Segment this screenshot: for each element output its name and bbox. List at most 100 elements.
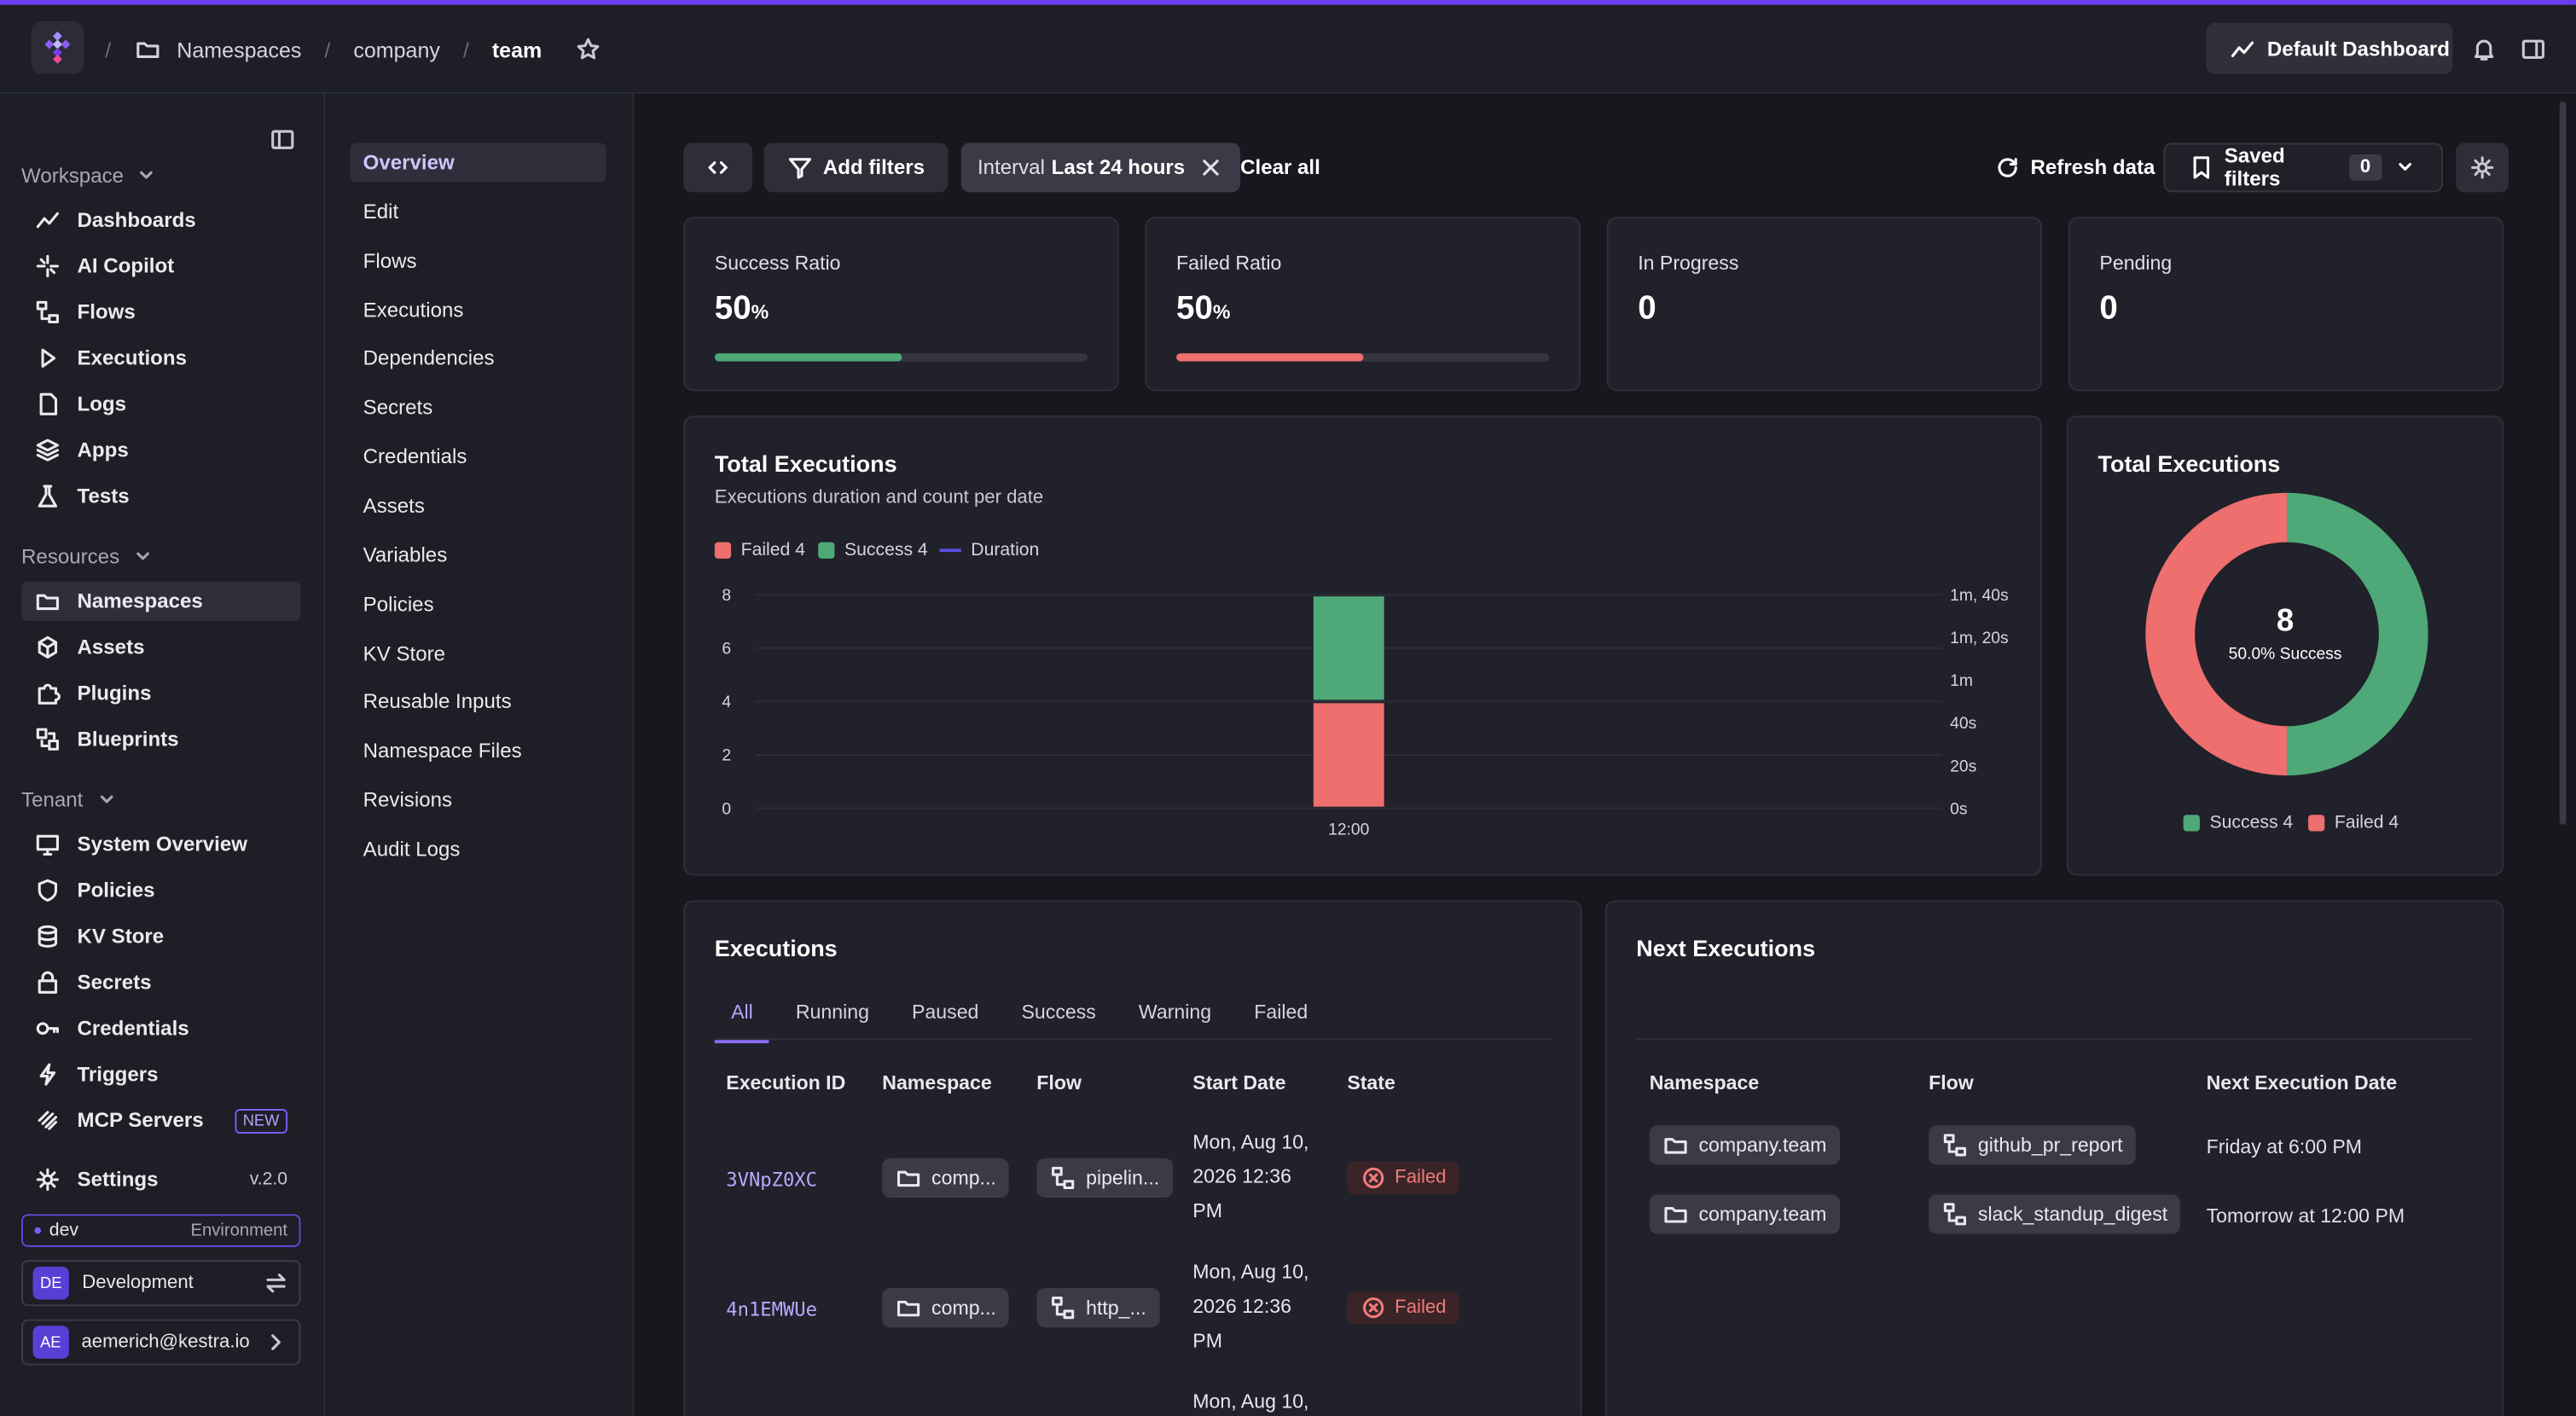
tab-all[interactable]: All: [714, 988, 770, 1044]
environment-dot: [34, 1227, 42, 1234]
col-flow[interactable]: Flow: [1036, 1071, 1082, 1094]
workspace-section-toggle[interactable]: Workspace: [21, 163, 160, 189]
subnav-revisions[interactable]: Revisions: [363, 788, 453, 812]
col-namespace[interactable]: Namespace: [1649, 1071, 1760, 1094]
col-namespace[interactable]: Namespace: [882, 1071, 992, 1094]
sidebar-item-executions[interactable]: Executions: [21, 339, 300, 378]
sidebar-item-mcp-servers[interactable]: MCP Servers NEW: [21, 1100, 300, 1140]
main-scrollbar[interactable]: [2559, 102, 2567, 825]
interval-filter-chip[interactable]: Interval Last 24 hours: [960, 142, 1241, 193]
resources-section-toggle[interactable]: Resources: [21, 544, 155, 571]
status-badge: Failed: [1347, 1291, 1459, 1325]
date-line: Mon, Aug 10,: [1192, 1260, 1309, 1284]
sidebar-item-settings[interactable]: Settings v.2.0: [21, 1160, 300, 1199]
tenant-switcher[interactable]: DE Development: [21, 1260, 301, 1307]
sidebar-item-namespaces[interactable]: Namespaces: [21, 581, 301, 622]
subnav-dependencies[interactable]: Dependencies: [363, 346, 495, 370]
bell-icon[interactable]: [2471, 36, 2498, 62]
execution-id-link[interactable]: 4n1EMWUe: [726, 1297, 817, 1321]
default-dashboard-button[interactable]: Default Dashboard: [2206, 22, 2453, 74]
close-icon[interactable]: [1198, 154, 1225, 181]
kestra-logo[interactable]: [31, 21, 84, 74]
sidebar-item-credentials[interactable]: Credentials: [21, 1009, 300, 1048]
col-flow[interactable]: Flow: [1929, 1071, 1974, 1094]
flask-icon: [34, 483, 61, 509]
subnav-executions[interactable]: Executions: [363, 299, 464, 322]
date-line: Mon, Aug 10,: [1192, 1130, 1309, 1154]
namespace-pill[interactable]: company.team: [1649, 1194, 1840, 1234]
tab-running[interactable]: Running: [795, 1000, 869, 1024]
sidebar-item-secrets[interactable]: Secrets: [21, 963, 300, 1002]
refresh-data-button[interactable]: Refresh data: [1994, 154, 2155, 181]
subnav-policies[interactable]: Policies: [363, 593, 434, 617]
breadcrumb-namespaces[interactable]: Namespaces: [177, 37, 302, 62]
sidebar-item-flows[interactable]: Flows: [21, 293, 300, 332]
user-menu[interactable]: AE aemerich@kestra.io: [21, 1319, 301, 1366]
sidebar-item-blueprints[interactable]: Blueprints: [21, 720, 300, 759]
donut-legend-failed[interactable]: Failed 4: [2308, 813, 2399, 833]
tenant-name: Development: [82, 1273, 194, 1293]
default-dashboard-label: Default Dashboard: [2266, 37, 2450, 61]
code-toggle-button[interactable]: [683, 142, 753, 193]
sidebar-item-system-overview[interactable]: System Overview: [21, 825, 300, 864]
gear-icon: [2469, 154, 2496, 181]
code-icon: [705, 154, 731, 181]
donut-legend-success[interactable]: Success 4: [2183, 813, 2293, 833]
subnav-flows[interactable]: Flows: [363, 249, 417, 273]
breadcrumb-company[interactable]: company: [353, 37, 440, 62]
subnav-edit[interactable]: Edit: [363, 200, 399, 223]
legend-failed[interactable]: Failed 4: [714, 541, 805, 560]
workspace-label: Workspace: [21, 164, 125, 188]
subnav-kv-store[interactable]: KV Store: [363, 642, 446, 666]
execution-id-link[interactable]: 3VNpZ0XC: [726, 1168, 817, 1192]
sidebar-item-policies[interactable]: Policies: [21, 871, 300, 910]
subnav-overview[interactable]: Overview: [350, 142, 606, 183]
subnav-secrets[interactable]: Secrets: [363, 396, 433, 420]
tenant-section-toggle[interactable]: Tenant: [21, 787, 119, 814]
flow-pill[interactable]: http_...: [1036, 1287, 1160, 1328]
col-execution-id[interactable]: Execution ID: [726, 1071, 846, 1094]
namespace-pill[interactable]: company.team: [1649, 1125, 1840, 1165]
subnav-namespace-files[interactable]: Namespace Files: [363, 739, 522, 763]
namespace-pill[interactable]: comp...: [882, 1158, 1010, 1198]
legend-success[interactable]: Success 4: [818, 541, 928, 560]
tab-failed[interactable]: Failed: [1254, 1000, 1308, 1024]
subnav-variables[interactable]: Variables: [363, 543, 448, 567]
subnav-credentials[interactable]: Credentials: [363, 444, 467, 468]
subnav-audit-logs[interactable]: Audit Logs: [363, 838, 461, 862]
collapse-sidebar-icon[interactable]: [270, 126, 296, 153]
col-next-execution-date[interactable]: Next Execution Date: [2206, 1071, 2398, 1094]
sidebar-item-plugins[interactable]: Plugins: [21, 674, 300, 713]
panel-toggle-icon[interactable]: [2520, 36, 2546, 62]
add-filters-button[interactable]: Add filters: [763, 142, 948, 193]
star-icon[interactable]: [575, 36, 601, 62]
tab-success[interactable]: Success: [1021, 1000, 1096, 1024]
flow-pill[interactable]: pipelin...: [1036, 1158, 1173, 1198]
tab-paused[interactable]: Paused: [912, 1000, 979, 1024]
environment-selector[interactable]: dev Environment: [21, 1214, 301, 1247]
chevron-down-icon: [93, 787, 119, 814]
date-line: PM: [1192, 1198, 1222, 1222]
sidebar-item-ai-copilot[interactable]: AI Copilot: [21, 247, 300, 286]
sidebar-item-assets[interactable]: Assets: [21, 628, 300, 667]
sidebar-item-apps[interactable]: Apps: [21, 431, 300, 470]
col-start-date[interactable]: Start Date: [1192, 1071, 1286, 1094]
environment-value: dev: [49, 1221, 78, 1241]
clear-all-button[interactable]: Clear all: [1240, 155, 1320, 179]
sidebar-item-dashboards[interactable]: Dashboards: [21, 200, 300, 240]
breadcrumb: / Namespaces / company / team: [99, 5, 601, 94]
dashboard-settings-button[interactable]: [2456, 142, 2509, 193]
subnav-assets[interactable]: Assets: [363, 494, 425, 518]
sidebar-item-kv-store[interactable]: KV Store: [21, 917, 300, 956]
col-state[interactable]: State: [1347, 1071, 1395, 1094]
flow-pill[interactable]: github_pr_report: [1929, 1125, 2136, 1165]
saved-filters-button[interactable]: Saved filters 0: [2163, 142, 2443, 193]
sidebar-item-logs[interactable]: Logs: [21, 385, 300, 424]
subnav-reusable-inputs[interactable]: Reusable Inputs: [363, 689, 512, 713]
flow-pill[interactable]: slack_standup_digest: [1929, 1194, 2181, 1234]
sidebar-item-triggers[interactable]: Triggers: [21, 1054, 300, 1094]
namespace-pill[interactable]: comp...: [882, 1287, 1010, 1328]
tab-warning[interactable]: Warning: [1138, 1000, 1212, 1024]
sidebar-item-tests[interactable]: Tests: [21, 477, 300, 516]
legend-duration[interactable]: Duration: [939, 541, 1039, 560]
